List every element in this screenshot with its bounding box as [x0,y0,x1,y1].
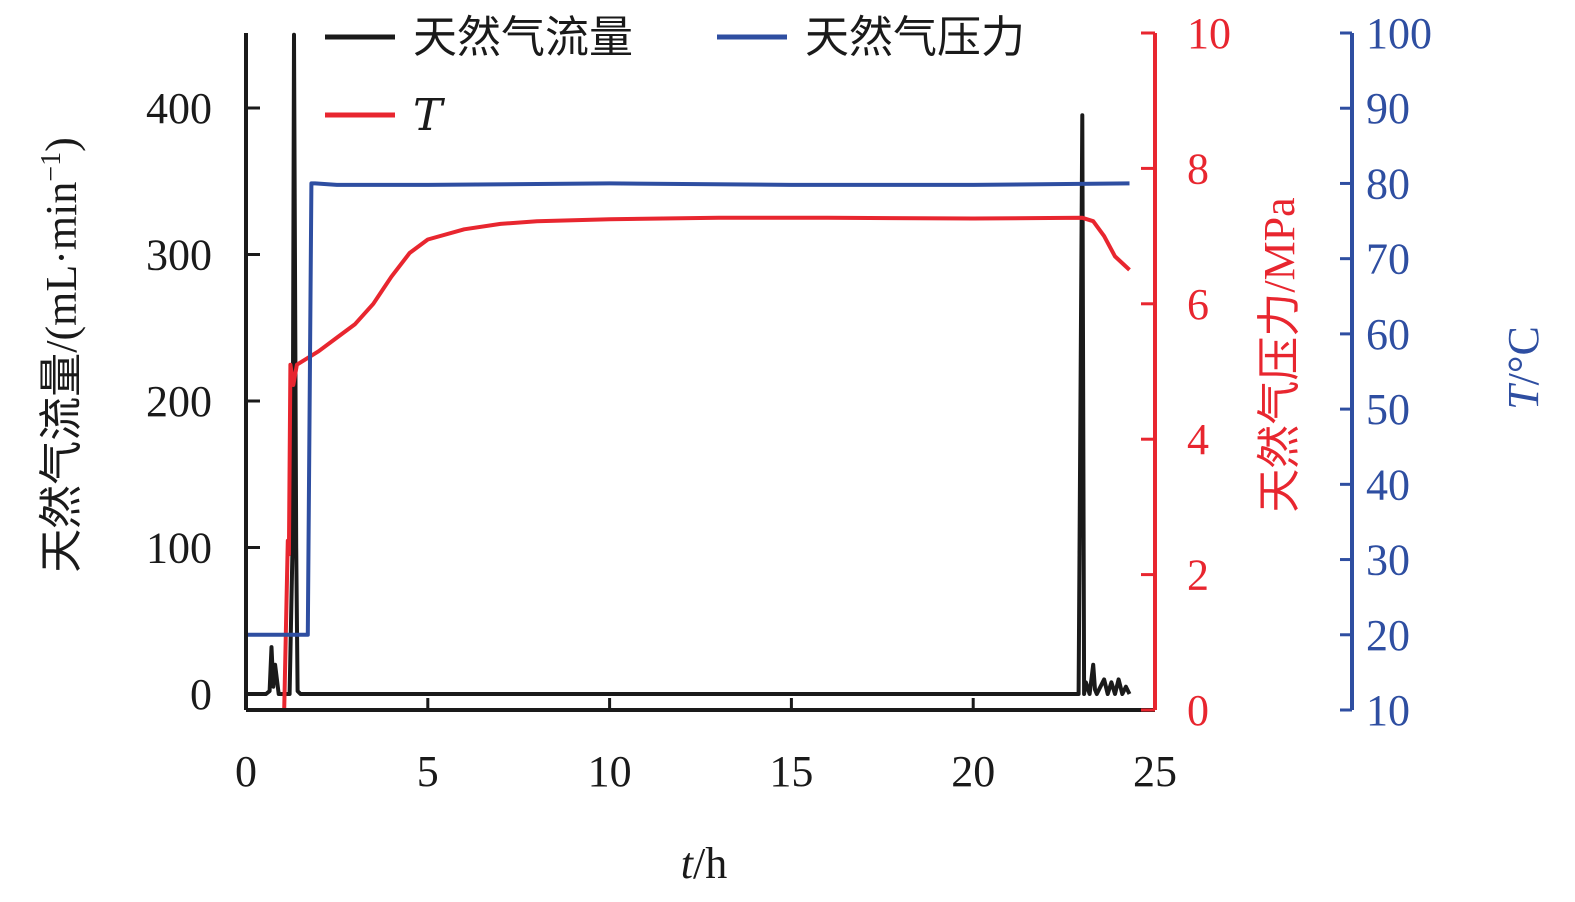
y-left-tick-label: 0 [190,670,212,719]
y-left-tick-label: 400 [146,84,212,133]
series-line-2 [246,181,1130,637]
y-pressure-tick-label: 10 [1187,9,1231,58]
x-tick-label: 5 [417,747,439,796]
y-pressure-tick-label: 2 [1187,551,1209,600]
y-pressure-tick-label: 4 [1187,415,1209,464]
y-pressure-tick-label: 0 [1187,686,1209,735]
y-left-tick-label: 300 [146,231,212,280]
legend-label: 天然气压力 [805,12,1025,63]
legend: 天然气流量 天然气压力 T [325,12,1025,141]
y-left-axis-title: 天然气流量/(mL·min−1) [36,137,86,573]
x-tick-label: 15 [769,747,813,796]
y-left-tick-label: 200 [146,377,212,426]
y-pressure-axis-title: 天然气压力/MPa [1255,197,1304,512]
x-tick-label: 25 [1133,747,1177,796]
y-temperature-tick-label: 100 [1366,9,1432,58]
series-line-0 [246,32,1132,696]
y-temperature-tick-label: 50 [1366,385,1410,434]
axis-titles: t/h 天然气流量/(mL·min−1) 天然气压力/MPa T/°C [36,137,1548,888]
y-temperature-tick-label: 20 [1366,611,1410,660]
series-lines [246,32,1132,712]
legend-label: 天然气流量 [413,12,633,63]
y-pressure-tick-label: 8 [1187,144,1209,193]
x-tick-label: 0 [235,747,257,796]
y-temperature-tick-label: 60 [1366,310,1410,359]
x-tick-label: 10 [588,747,632,796]
series-line-1 [246,215,1131,712]
y-temperature-tick-label: 10 [1366,686,1410,735]
y-temperature-tick-label: 30 [1366,536,1410,585]
y-temperature-tick-label: 40 [1366,460,1410,509]
legend-label: T [413,90,446,141]
y-temperature-tick-label: 90 [1366,84,1410,133]
y-temperature-tick-label: 70 [1366,235,1410,284]
x-tick-label: 20 [951,747,995,796]
y-temperature-tick-label: 80 [1366,159,1410,208]
y-left-tick-label: 100 [146,524,212,573]
y-temperature-axis-title: T/°C [1499,326,1548,410]
y-pressure-tick-label: 6 [1187,280,1209,329]
x-axis-title: t/h [681,839,727,888]
